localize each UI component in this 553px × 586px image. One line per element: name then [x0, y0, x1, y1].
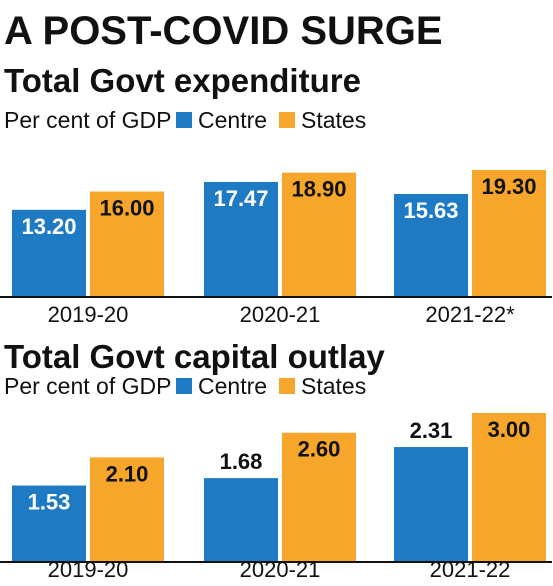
legend-label-centre: Centre [198, 373, 267, 399]
headline: A POST-COVID SURGE [4, 9, 443, 53]
legend-subtitle: Per cent of GDP [4, 107, 171, 133]
data-label-centre: 1.53 [28, 490, 71, 515]
bar-centre-202122 [394, 447, 468, 561]
legend-label-states: States [301, 373, 366, 399]
category-label: 2021-22 [430, 557, 511, 581]
panel-expenditure: Total Govt expenditure Per cent of GDP C… [0, 62, 552, 327]
data-label-centre: 15.63 [403, 198, 458, 223]
category-label: 2021-22* [425, 302, 515, 327]
category-label: 2019-20 [48, 557, 129, 581]
legend-label-states: States [301, 107, 366, 133]
bar-states-201920 [90, 457, 164, 561]
data-label-centre: 2.31 [410, 418, 453, 443]
bar-centre-202021 [204, 478, 278, 561]
data-label-states: 16.00 [99, 196, 154, 221]
data-label-states: 2.60 [298, 437, 341, 462]
legend-swatch-states [279, 112, 295, 128]
plot-expenditure: 13.20 16.00 2019-20 17.47 18.90 2020-21 15.63 1… [0, 170, 552, 327]
plot-capital-outlay: 1.53 2.10 2019-20 1.68 2.60 2020-21 2.31 3.00 20… [0, 413, 552, 582]
bar-states-202122 [472, 170, 546, 296]
bar-centre-202021 [204, 181, 278, 296]
category-label: 2020-21 [240, 302, 321, 327]
data-label-centre: 13.20 [21, 214, 76, 239]
data-label-states: 18.90 [291, 177, 346, 202]
bar-states-202021 [282, 432, 356, 561]
category-label: 2020-21 [240, 557, 321, 581]
legend-expenditure: Per cent of GDP Centre States [4, 107, 366, 133]
panel-capital-outlay: Total Govt capital outlay Per cent of GD… [0, 338, 552, 582]
legend-label-centre: Centre [198, 107, 267, 133]
legend-subtitle: Per cent of GDP [4, 373, 171, 399]
data-label-states: 19.30 [481, 174, 536, 199]
bar-states-202021 [282, 172, 356, 296]
bar-centre-201920 [12, 485, 86, 561]
data-label-centre: 17.47 [213, 186, 268, 211]
data-label-states: 3.00 [488, 417, 531, 442]
category-label: 2019-20 [48, 302, 129, 327]
legend-swatch-centre [176, 112, 192, 128]
bar-states-202122 [472, 413, 546, 561]
legend-capital-outlay: Per cent of GDP Centre States [4, 373, 366, 399]
panel-title-expenditure: Total Govt expenditure [4, 62, 361, 99]
bar-centre-202122 [394, 193, 468, 296]
bar-states-201920 [90, 191, 164, 296]
legend-swatch-states [279, 378, 295, 394]
data-label-centre: 1.68 [220, 449, 263, 474]
legend-swatch-centre [176, 378, 192, 394]
panel-title-capital-outlay: Total Govt capital outlay [4, 338, 385, 375]
data-label-states: 2.10 [106, 461, 149, 486]
bar-centre-201920 [12, 209, 86, 296]
